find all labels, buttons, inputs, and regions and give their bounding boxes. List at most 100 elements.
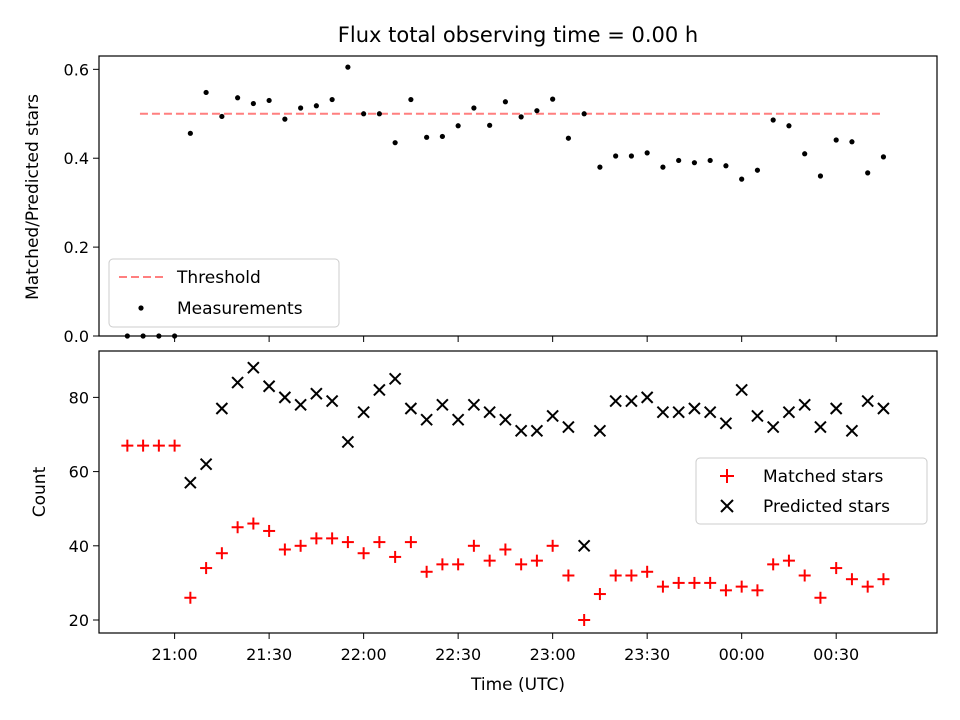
star-count-points xyxy=(121,361,890,627)
bottom-axis-ticks: 20 40 60 80 21:00 21:30 22:00 22:30 23:00 23:30 00… xyxy=(69,388,860,664)
measurement-point xyxy=(849,139,855,145)
predicted-star-point xyxy=(357,406,370,419)
measurement-point xyxy=(361,111,367,117)
predicted-star-point xyxy=(467,398,481,412)
matched-star-point xyxy=(515,558,528,571)
matched-star-point xyxy=(719,584,732,597)
measurement-point xyxy=(266,97,272,104)
predicted-star-point xyxy=(451,413,465,426)
measurement-point xyxy=(376,111,382,117)
matched-star-point xyxy=(420,565,433,578)
predicted-star-point xyxy=(719,417,733,430)
bottom-panel: Count Time (UTC) 20 40 60 80 21:00 21:30 22:00… xyxy=(30,350,938,695)
predicted-star-point xyxy=(341,435,355,449)
matched-star-point xyxy=(688,576,701,589)
bottom-y-tick-label: 20 xyxy=(69,611,89,630)
predicted-star-point xyxy=(436,398,449,412)
predicted-star-point xyxy=(247,361,260,374)
predicted-star-point xyxy=(593,424,607,437)
measurement-point xyxy=(660,164,666,170)
measurement-point xyxy=(786,123,792,129)
measurement-point xyxy=(219,113,225,120)
predicted-star-point xyxy=(625,394,638,408)
matched-star-point xyxy=(467,539,480,552)
x-tick-label: 00:00 xyxy=(719,645,765,664)
measurement-point xyxy=(550,96,556,102)
matched-star-point xyxy=(310,532,323,545)
matched-star-point xyxy=(231,521,244,534)
matched-star-point xyxy=(121,439,134,452)
top-y-tick-label: 0.4 xyxy=(64,149,89,168)
measurement-points xyxy=(124,64,887,339)
matched-star-point xyxy=(357,547,370,560)
matched-star-point xyxy=(782,554,795,567)
matched-star-point xyxy=(294,539,307,552)
measurement-point xyxy=(644,150,650,156)
measurement-point xyxy=(676,157,682,164)
measurement-point xyxy=(770,117,776,123)
matched-star-point xyxy=(389,550,402,563)
measurement-point xyxy=(518,114,524,120)
x-tick-label: 23:30 xyxy=(624,645,670,664)
predicted-star-point xyxy=(562,420,575,434)
measurement-point xyxy=(707,157,713,164)
measurement-point xyxy=(487,122,493,128)
bottom-y-tick-label: 40 xyxy=(69,537,89,556)
matched-star-point xyxy=(247,517,260,530)
matched-star-point xyxy=(609,569,622,582)
measurement-point xyxy=(439,133,445,140)
matched-star-point xyxy=(278,543,291,556)
predicted-star-point xyxy=(310,387,323,400)
matched-star-point xyxy=(326,532,339,545)
predicted-star-point xyxy=(814,420,827,434)
matched-star-point xyxy=(152,439,165,452)
measurement-point xyxy=(250,100,256,107)
measurement-point xyxy=(329,96,335,103)
matched-star-point xyxy=(184,591,197,604)
legend-measurements-label: Measurements xyxy=(177,299,303,319)
measurement-point xyxy=(187,130,193,136)
x-tick-label: 21:00 xyxy=(152,645,198,664)
predicted-star-point xyxy=(530,424,544,437)
predicted-star-point xyxy=(388,372,402,386)
top-panel: Flux total observing time = 0.00 h Match… xyxy=(23,23,938,346)
predicted-star-point xyxy=(278,391,292,404)
matched-star-point xyxy=(373,536,386,549)
measurement-point xyxy=(471,105,477,111)
matched-star-point xyxy=(625,569,638,582)
matched-star-point xyxy=(593,588,606,601)
measurement-point xyxy=(534,108,540,114)
predicted-star-point xyxy=(609,394,622,408)
predicted-star-point xyxy=(735,383,748,397)
measurement-point xyxy=(424,134,430,140)
predicted-star-point xyxy=(688,402,701,415)
matched-star-point xyxy=(798,569,811,582)
top-legend-box xyxy=(108,258,340,328)
bottom-plot-frame xyxy=(98,350,938,634)
top-y-tick-label: 0.2 xyxy=(64,238,89,257)
measurement-point xyxy=(802,151,808,157)
bottom-legend-box xyxy=(695,457,928,525)
legend-matched-label: Matched stars xyxy=(763,467,883,487)
predicted-star-point xyxy=(703,406,717,419)
predicted-star-point xyxy=(766,420,780,434)
matched-star-point xyxy=(735,580,748,593)
predicted-star-point xyxy=(829,402,843,415)
matched-star-point xyxy=(656,580,669,593)
matched-star-point xyxy=(814,591,827,604)
top-y-tick-label: 0.0 xyxy=(64,327,89,346)
predicted-star-point xyxy=(373,383,386,397)
matched-star-point xyxy=(861,580,874,593)
chart-title: Flux total observing time = 0.00 h xyxy=(338,23,698,47)
top-legend: Threshold Measurements xyxy=(108,258,340,328)
measurement-point xyxy=(597,164,603,170)
measurement-point xyxy=(691,160,698,166)
top-axis-ticks: 0.0 0.2 0.4 0.6 xyxy=(64,60,837,346)
matched-star-point xyxy=(546,539,559,552)
matched-star-point xyxy=(499,543,512,556)
measurement-point xyxy=(880,154,887,160)
measurement-point xyxy=(739,176,745,182)
bottom-y-tick-label: 80 xyxy=(69,388,89,407)
matched-star-point xyxy=(452,558,465,571)
